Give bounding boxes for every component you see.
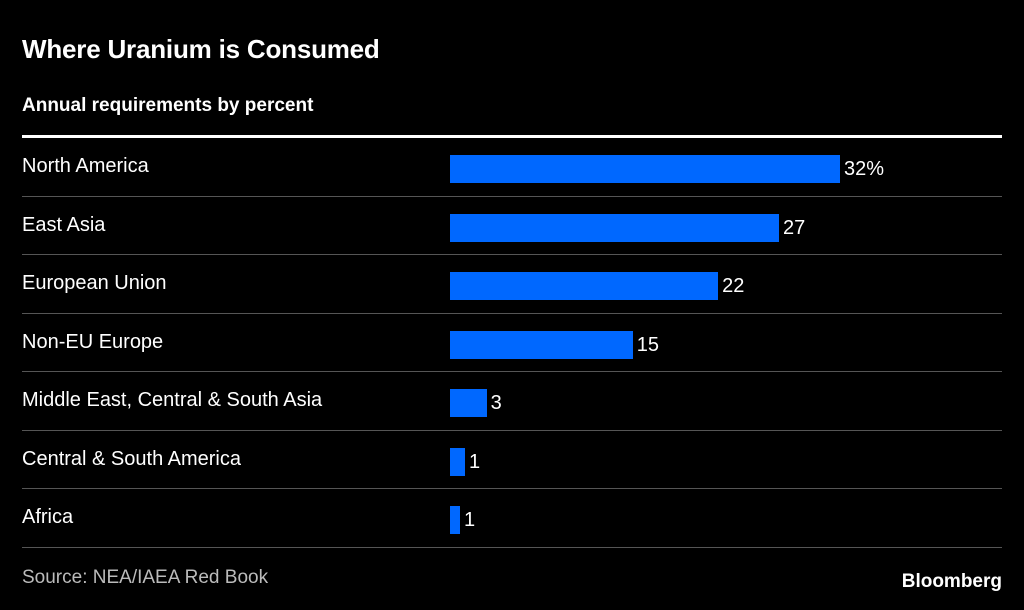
bar-row: East Asia 27 [22,197,1002,255]
bar [450,506,460,534]
chart-title: Where Uranium is Consumed [22,34,380,64]
bar-row: Non-EU Europe 15 [22,314,1002,372]
value-label: 32% [844,158,885,180]
bar-row: North America 32% [22,138,1002,197]
value-label: 15 [636,333,660,356]
category-label: Middle East, Central & South Asia [22,389,323,411]
value-label: 1 [469,450,481,473]
source-note: Source: NEA/IAEA Red Book [22,567,269,588]
value-label: 27 [783,216,806,239]
category-label: Central & South America [22,447,241,470]
bar [450,272,719,300]
bar-row: Central & South America 1 [22,431,1002,489]
bar [450,155,840,183]
bar [450,213,780,242]
category-label: European Union [22,272,167,294]
category-label: North America [22,155,149,177]
category-label: Africa [22,506,74,528]
bar-chart: North America 32% East Asia 27 European Unio… [22,138,1002,548]
category-label: Non-EU Europe [22,330,164,353]
bar-row: Africa 1 [22,489,1002,548]
bar-row: European Union 22 [22,255,1002,314]
category-label: East Asia [22,213,106,236]
bar [450,389,487,417]
bar-row: Middle East, Central & South Asia 3 [22,372,1002,431]
value-label: 22 [722,275,745,297]
value-label: 1 [464,509,476,531]
bar [450,330,633,359]
chart-subtitle: Annual requirements by percent [22,95,314,116]
bloomberg-logo: Bloomberg [901,571,1002,592]
value-label: 3 [490,392,502,414]
bar [450,447,465,476]
header-divider [22,135,1002,138]
